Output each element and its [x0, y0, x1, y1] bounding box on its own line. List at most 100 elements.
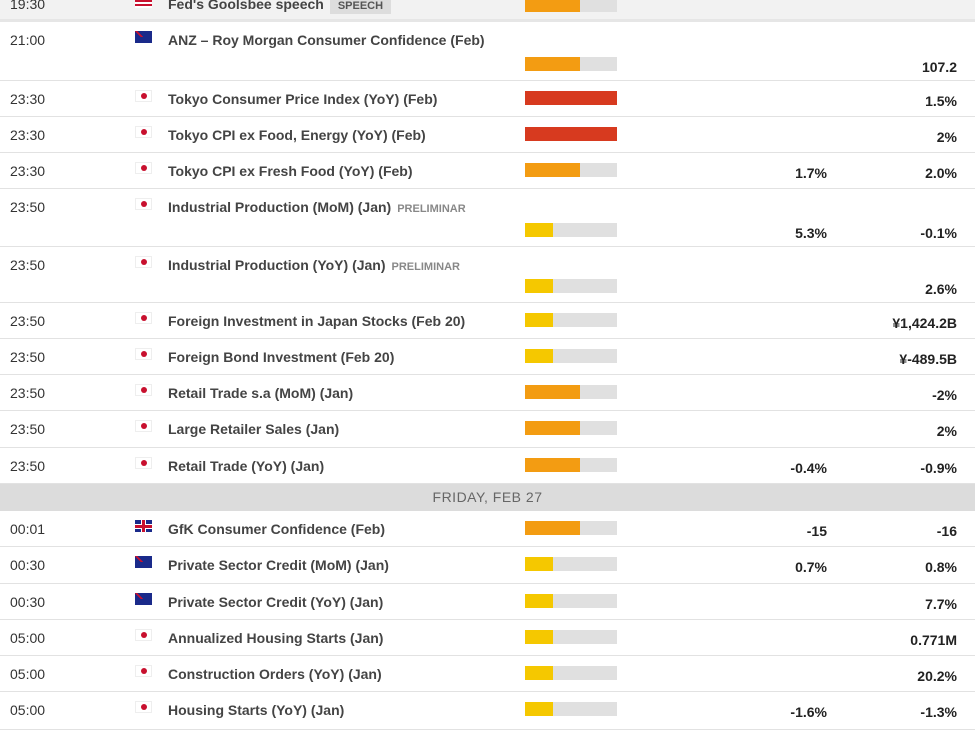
- event-time: 19:30: [10, 0, 46, 12]
- event-time: 23:50: [10, 421, 46, 437]
- event-name[interactable]: ANZ – Roy Morgan Consumer Confidence (Fe…: [168, 32, 485, 48]
- impact-fill: [525, 163, 581, 177]
- event-row[interactable]: 23:50 Large Retailer Sales (Jan) 2%: [0, 411, 975, 448]
- event-name[interactable]: GfK Consumer Confidence (Feb): [168, 521, 386, 537]
- jp-flag-icon: [135, 384, 152, 396]
- event-row[interactable]: 23:50 Industrial Production (YoY) (Jan) P…: [0, 247, 975, 303]
- event-row[interactable]: 05:00 Annualized Housing Starts (Jan) 0.…: [0, 620, 975, 656]
- au-flag-icon: [135, 31, 152, 43]
- event-name[interactable]: Industrial Production (YoY) (Jan) PRELIMI…: [168, 257, 460, 273]
- previous-value: 7.7%: [925, 596, 957, 612]
- jp-flag-icon: [135, 126, 152, 138]
- event-row[interactable]: 23:50 Retail Trade (YoY) (Jan) -0.4% -0.…: [0, 448, 975, 484]
- event-name[interactable]: Large Retailer Sales (Jan): [168, 421, 340, 437]
- date-header: FRIDAY, FEB 27: [0, 484, 975, 511]
- event-name[interactable]: Foreign Investment in Japan Stocks (Feb …: [168, 313, 466, 329]
- impact-bar: [525, 385, 617, 399]
- impact-fill: [525, 57, 581, 71]
- preliminary-tag: PRELIMINAR: [391, 261, 460, 273]
- event-row[interactable]: 23:30 Tokyo CPI ex Fresh Food (YoY) (Feb…: [0, 153, 975, 189]
- event-name[interactable]: Foreign Bond Investment (Feb 20): [168, 349, 395, 365]
- event-name[interactable]: Housing Starts (YoY) (Jan): [168, 702, 345, 718]
- impact-fill: [525, 279, 553, 293]
- impact-bar: [525, 0, 617, 12]
- event-name[interactable]: Tokyo Consumer Price Index (YoY) (Feb): [168, 91, 438, 107]
- actual-value: 5.3%: [795, 225, 827, 241]
- jp-flag-icon: [135, 629, 152, 641]
- event-row[interactable]: 05:00 Housing Starts (YoY) (Jan) -1.6% -…: [0, 692, 975, 730]
- impact-fill: [525, 313, 553, 327]
- impact-bar: [525, 163, 617, 177]
- impact-bar: [525, 594, 617, 608]
- impact-bar: [525, 666, 617, 680]
- jp-flag-icon: [135, 256, 152, 268]
- previous-value: ¥1,424.2B: [892, 315, 957, 331]
- event-row[interactable]: 23:30 Tokyo CPI ex Food, Energy (YoY) (F…: [0, 117, 975, 153]
- event-name[interactable]: Tokyo CPI ex Food, Energy (YoY) (Feb): [168, 127, 426, 143]
- event-row[interactable]: 19:30 Fed's Goolsbee speech SPEECH: [0, 0, 975, 22]
- impact-bar: [525, 521, 617, 535]
- event-row[interactable]: 05:00 Construction Orders (YoY) (Jan) 20…: [0, 656, 975, 692]
- event-name[interactable]: Annualized Housing Starts (Jan): [168, 630, 384, 646]
- event-time: 23:50: [10, 385, 46, 401]
- us-flag-icon: [135, 0, 152, 8]
- impact-fill: [525, 349, 553, 363]
- impact-bar: [525, 349, 617, 363]
- jp-flag-icon: [135, 90, 152, 102]
- event-name[interactable]: Private Sector Credit (YoY) (Jan): [168, 594, 384, 610]
- actual-value: -0.4%: [790, 460, 827, 476]
- jp-flag-icon: [135, 665, 152, 677]
- impact-bar: [525, 57, 617, 71]
- event-time: 23:50: [10, 313, 46, 329]
- impact-bar: [525, 458, 617, 472]
- impact-bar: [525, 223, 617, 237]
- event-row[interactable]: 23:50 Industrial Production (MoM) (Jan) P…: [0, 189, 975, 247]
- event-name[interactable]: Retail Trade (YoY) (Jan): [168, 458, 325, 474]
- event-time: 05:00: [10, 702, 46, 718]
- actual-value: 1.7%: [795, 165, 827, 181]
- event-name[interactable]: Fed's Goolsbee speech SPEECH: [168, 0, 392, 14]
- impact-bar: [525, 421, 617, 435]
- impact-bar: [525, 279, 617, 293]
- event-time: 23:30: [10, 127, 46, 143]
- previous-value: -2%: [932, 387, 957, 403]
- previous-value: 2.6%: [925, 281, 957, 297]
- actual-value: -15: [806, 523, 827, 539]
- event-row[interactable]: 21:00 ANZ – Roy Morgan Consumer Confiden…: [0, 22, 975, 81]
- event-row[interactable]: 00:30 Private Sector Credit (YoY) (Jan) …: [0, 584, 975, 620]
- previous-value: 2.0%: [925, 165, 957, 181]
- impact-fill: [525, 421, 581, 435]
- previous-value: 20.2%: [917, 668, 957, 684]
- gb-flag-icon: [135, 520, 152, 532]
- event-name[interactable]: Retail Trade s.a (MoM) (Jan): [168, 385, 354, 401]
- previous-value: 1.5%: [925, 93, 957, 109]
- event-time: 21:00: [10, 32, 46, 48]
- previous-value: 0.771M: [910, 632, 957, 648]
- event-row[interactable]: 23:30 Tokyo Consumer Price Index (YoY) (…: [0, 81, 975, 117]
- impact-bar: [525, 91, 617, 105]
- event-row[interactable]: 23:50 Retail Trade s.a (MoM) (Jan) -2%: [0, 375, 975, 411]
- au-flag-icon: [135, 556, 152, 568]
- previous-value: -0.1%: [920, 225, 957, 241]
- jp-flag-icon: [135, 457, 152, 469]
- impact-fill: [525, 91, 617, 105]
- event-row[interactable]: 00:30 Private Sector Credit (MoM) (Jan) …: [0, 547, 975, 584]
- previous-value: -16: [936, 523, 957, 539]
- impact-fill: [525, 557, 553, 571]
- event-time: 00:30: [10, 557, 46, 573]
- event-time: 00:30: [10, 594, 46, 610]
- jp-flag-icon: [135, 420, 152, 432]
- jp-flag-icon: [135, 162, 152, 174]
- event-time: 23:50: [10, 349, 46, 365]
- event-name[interactable]: Tokyo CPI ex Fresh Food (YoY) (Feb): [168, 163, 413, 179]
- event-row[interactable]: 23:50 Foreign Bond Investment (Feb 20) ¥…: [0, 339, 975, 375]
- event-time: 23:30: [10, 91, 46, 107]
- event-name[interactable]: Private Sector Credit (MoM) (Jan): [168, 557, 389, 573]
- event-name[interactable]: Industrial Production (MoM) (Jan) PRELIMI…: [168, 199, 466, 215]
- event-name[interactable]: Construction Orders (YoY) (Jan): [168, 666, 382, 682]
- event-row[interactable]: 00:01 GfK Consumer Confidence (Feb) -15 …: [0, 511, 975, 547]
- au-flag-icon: [135, 593, 152, 605]
- previous-value: 0.8%: [925, 559, 957, 575]
- event-row[interactable]: 23:50 Foreign Investment in Japan Stocks…: [0, 303, 975, 339]
- impact-bar: [525, 127, 617, 141]
